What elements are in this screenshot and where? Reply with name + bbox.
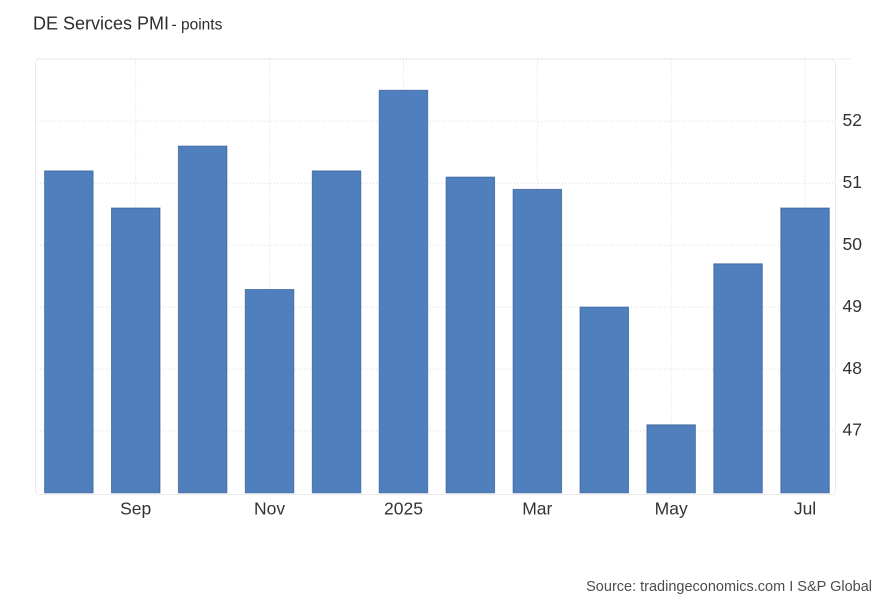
svg-text:52: 52 (843, 110, 862, 130)
svg-text:DE Services PMI: DE Services PMI (33, 14, 169, 34)
svg-text:49: 49 (843, 296, 862, 316)
svg-text:Mar: Mar (522, 499, 552, 519)
svg-text:48: 48 (843, 358, 862, 378)
svg-text:May: May (655, 499, 688, 519)
svg-text:- points: - points (172, 17, 223, 34)
svg-text:2025: 2025 (384, 499, 423, 519)
svg-text:Nov: Nov (254, 499, 285, 519)
svg-text:51: 51 (843, 172, 862, 192)
svg-text:47: 47 (843, 420, 862, 440)
svg-text:50: 50 (843, 234, 863, 254)
svg-text:Sep: Sep (120, 499, 151, 519)
svg-text:Jul: Jul (794, 499, 816, 519)
svg-text:Source: tradingeconomics.com I: Source: tradingeconomics.com I S&P Globa… (586, 579, 872, 595)
